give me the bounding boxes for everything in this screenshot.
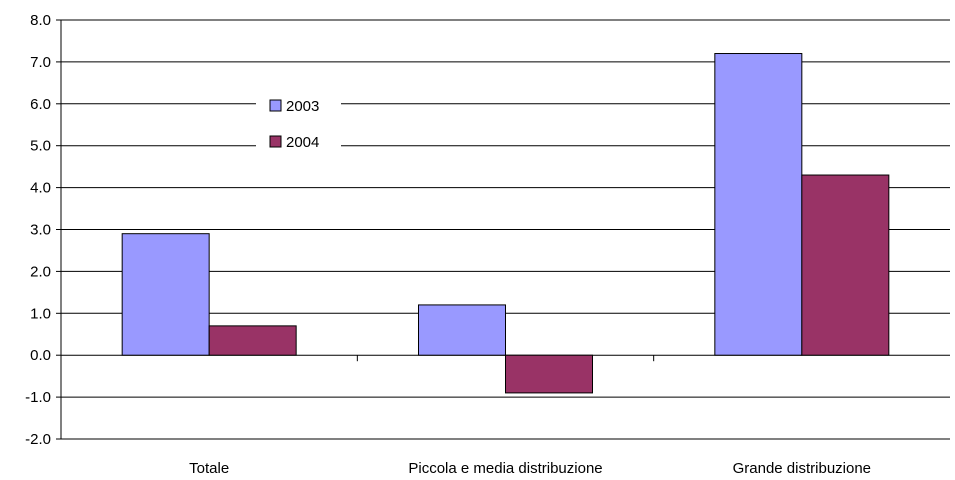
y-tick-label: 0.0 [30, 347, 51, 364]
legend-label-2004: 2004 [286, 134, 319, 151]
bar-2003-1 [418, 304, 506, 356]
legend: 2003 2004 [256, 93, 341, 158]
legend-swatch-2003 [269, 99, 282, 112]
category-label: Totale [189, 460, 229, 477]
bar-2004-2 [801, 174, 890, 356]
bar-2003-0 [121, 233, 210, 356]
legend-label-2003: 2003 [286, 98, 319, 115]
y-tick-label: 3.0 [30, 222, 51, 239]
y-tick-label: -2.0 [25, 431, 51, 448]
y-tick-label: 6.0 [30, 96, 51, 113]
legend-swatch-2004 [269, 135, 282, 148]
y-tick-label: 4.0 [30, 180, 51, 197]
y-tick-label: 5.0 [30, 138, 51, 155]
y-tick-label: 8.0 [30, 12, 51, 29]
bar-2004-1 [505, 354, 593, 394]
bar-2004-0 [208, 325, 297, 356]
category-label: Piccola e media distribuzione [408, 460, 602, 477]
y-tick-label: 7.0 [30, 54, 51, 71]
y-tick-label: 1.0 [30, 305, 51, 322]
category-label: Grande distribuzione [733, 460, 871, 477]
y-tick-label: 2.0 [30, 263, 51, 280]
bar-2003-2 [714, 53, 803, 356]
bars [121, 53, 890, 394]
y-tick-label: -1.0 [25, 389, 51, 406]
y-axis: -2.0 -1.0 0.0 1.0 2.0 3.0 4.0 5.0 6.0 7.0 8.0 [25, 12, 62, 448]
